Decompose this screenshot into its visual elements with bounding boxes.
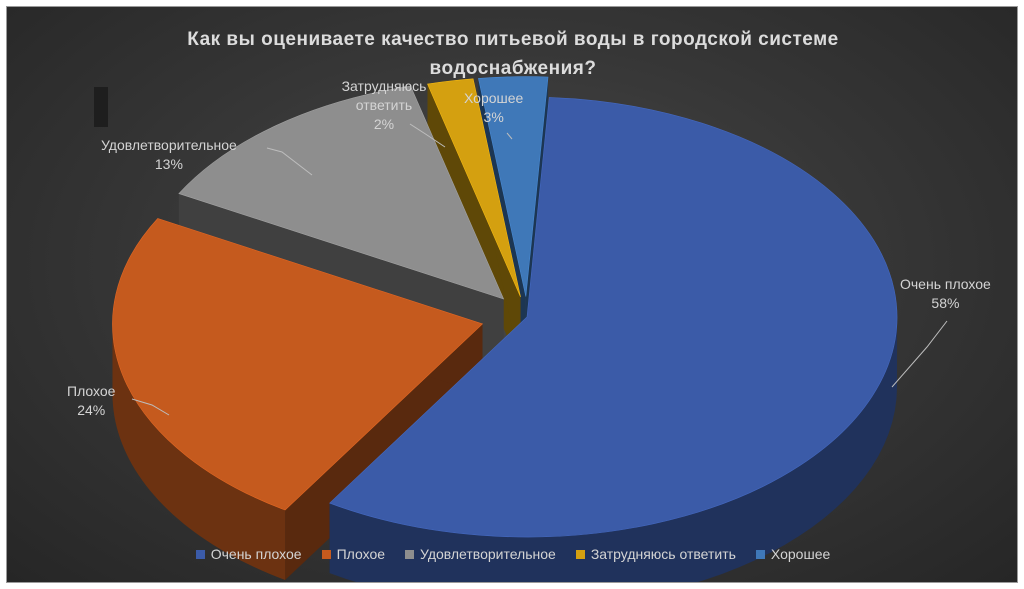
legend-item: Хорошее xyxy=(755,546,831,562)
leader-zatrudnyayus xyxy=(409,123,446,148)
legend-item: Затрудняюсь ответить xyxy=(575,546,736,562)
label-ochen-plokhoe-name: Очень плохое xyxy=(900,276,991,292)
legend: Очень плохое Плохое Удовлетворительное Затр… xyxy=(7,546,1017,562)
legend-item: Плохое xyxy=(321,546,386,562)
label-plokhoe-name: Плохое xyxy=(67,383,116,399)
legend-label: Затрудняюсь ответить xyxy=(590,546,736,562)
label-khoroshee: Хорошее 3% xyxy=(464,89,523,127)
label-zatrudnyayus-name: Затрудняюсь ответить xyxy=(341,78,427,113)
label-plokhoe: Плохое 24% xyxy=(67,382,115,420)
legend-swatch xyxy=(195,549,205,559)
leader-udovletvoritelnoe xyxy=(266,147,313,176)
leader-ochen-plokhoe xyxy=(891,320,948,388)
label-zatrudnyayus-value: 2% xyxy=(373,116,395,132)
label-ochen-plokhoe: Очень плохое 58% xyxy=(900,275,991,313)
label-zatrudnyayus: Затрудняюсь ответить 2% xyxy=(329,77,439,134)
legend-item: Удовлетворительное xyxy=(405,546,556,562)
chart-area: Как вы оцениваете качество питьевой воды… xyxy=(6,6,1018,583)
leader-plokhoe xyxy=(131,398,170,416)
legend-label: Плохое xyxy=(336,546,386,562)
legend-label: Удовлетворительное xyxy=(420,546,556,562)
label-udovletvoritelnoe-name: Удовлетворительное xyxy=(101,137,237,153)
legend-swatch xyxy=(405,549,415,559)
legend-swatch xyxy=(321,549,331,559)
label-udovletvoritelnoe: Удовлетворительное 13% xyxy=(101,136,237,174)
legend-item: Очень плохое xyxy=(195,546,302,562)
side-mark xyxy=(94,87,108,127)
slice-ochen-plokhoe xyxy=(329,97,898,582)
leader-khoroshee xyxy=(506,132,513,140)
legend-swatch xyxy=(755,549,765,559)
legend-label: Хорошее xyxy=(770,546,831,562)
pie-chart xyxy=(112,76,948,582)
chart-title: Как вы оцениваете качество питьевой воды… xyxy=(187,29,839,79)
label-khoroshee-value: 3% xyxy=(483,109,504,125)
pie-slices xyxy=(112,76,898,582)
legend-swatch xyxy=(575,549,585,559)
label-plokhoe-value: 24% xyxy=(77,402,106,418)
legend-label: Очень плохое xyxy=(210,546,302,562)
label-udovletvoritelnoe-value: 13% xyxy=(154,156,183,172)
label-khoroshee-name: Хорошее xyxy=(464,90,524,106)
label-ochen-plokhoe-value: 58% xyxy=(931,295,960,311)
